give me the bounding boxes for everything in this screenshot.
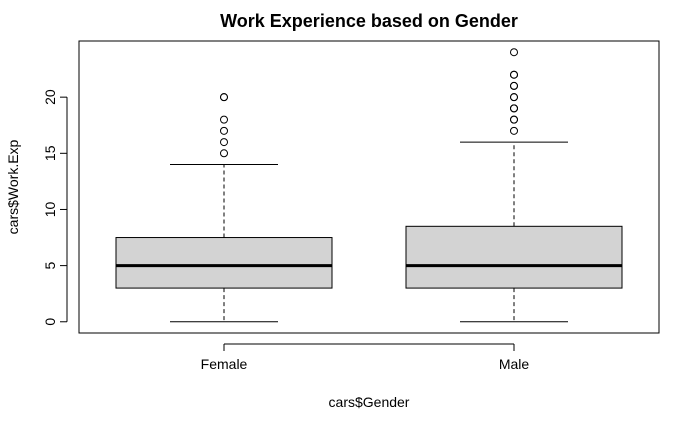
- chart-title: Work Experience based on Gender: [220, 11, 518, 31]
- outlier-point: [510, 70, 518, 79]
- outlier-point: [510, 48, 518, 57]
- outlier-point: [510, 104, 518, 113]
- y-tick-label: 5: [42, 262, 58, 270]
- y-axis-label: cars$Work.Exp: [5, 139, 21, 234]
- plot-frame: [78, 40, 660, 334]
- plot-area: 0 5 10 15 20 Female Male: [42, 48, 623, 372]
- box-iqr: [405, 225, 623, 289]
- box-iqr: [115, 237, 333, 289]
- outlier-point: [510, 93, 518, 102]
- box-male: [405, 48, 623, 323]
- outlier-point: [220, 138, 228, 147]
- outlier-point: [510, 115, 518, 124]
- y-tick-label: 10: [42, 201, 58, 217]
- outlier-point: [220, 149, 228, 158]
- y-tick-label: 15: [42, 145, 58, 161]
- outlier-point: [510, 81, 518, 90]
- y-tick-label: 20: [42, 89, 58, 105]
- outlier-point: [510, 126, 518, 135]
- y-tick-label: 0: [42, 318, 58, 326]
- outlier-point: [220, 93, 228, 102]
- outlier-point: [220, 115, 228, 124]
- outlier-point: [220, 126, 228, 135]
- x-tick-label: Male: [499, 356, 530, 372]
- x-axis-label: cars$Gender: [329, 394, 410, 410]
- box-female: [115, 93, 333, 323]
- x-tick-label: Female: [201, 356, 248, 372]
